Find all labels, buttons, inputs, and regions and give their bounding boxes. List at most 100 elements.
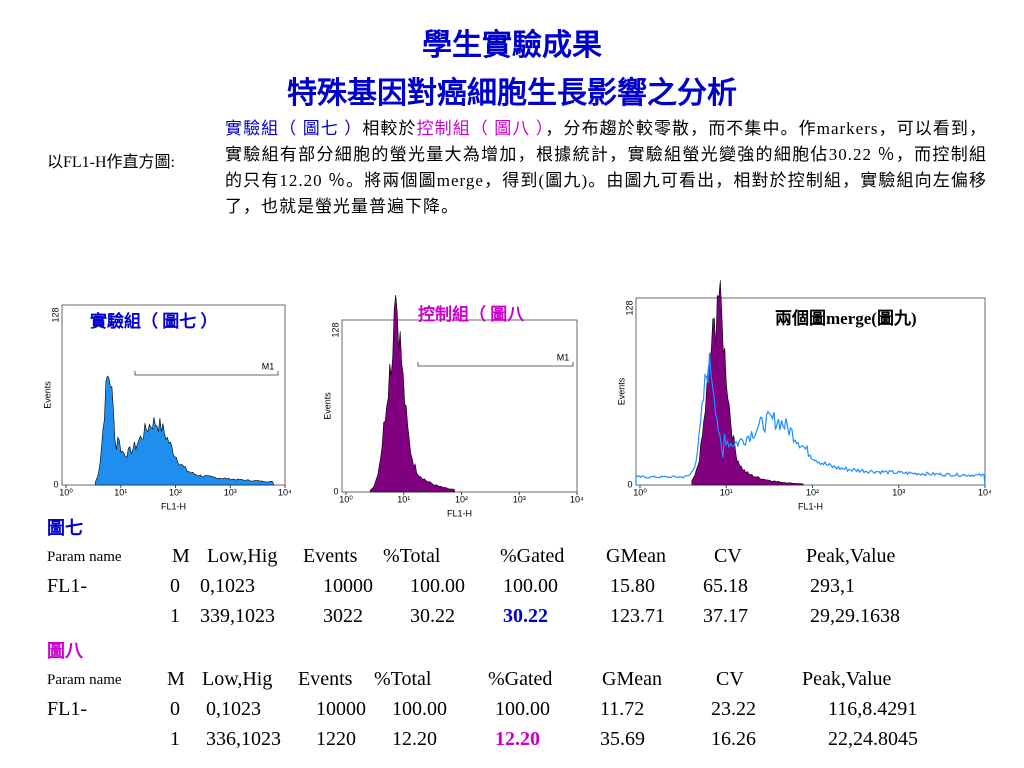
y-axis-label: Events: [616, 377, 626, 405]
x-tick-label: 10²: [169, 487, 182, 497]
marker-bracket: [417, 362, 574, 367]
title-line: 特殊基因對癌細胞生長影響之分析: [287, 77, 737, 110]
x-tick-label: 10⁰: [59, 487, 73, 497]
table-cell: 29,29.1638: [810, 605, 900, 627]
x-tick-label: 10³: [892, 487, 905, 497]
table-cell: 37.17: [703, 605, 748, 627]
table-cell: 11.72: [600, 698, 645, 720]
table-header: GMean: [602, 668, 662, 690]
table-cell: 22,24.8045: [828, 728, 918, 750]
table-header: %Gated: [500, 545, 565, 567]
x-axis-label: FL1-H: [161, 501, 186, 511]
x-tick-label: 10¹: [114, 487, 127, 497]
table-cell: 100.00: [503, 575, 558, 597]
table-header: Events: [303, 545, 358, 567]
table-cell: 0,1023: [200, 575, 255, 597]
table-cell: 15.80: [610, 575, 655, 597]
x-tick-label: 10²: [806, 487, 819, 497]
x-axis-label: FL1-H: [447, 508, 472, 518]
table-cell: 12.20: [495, 728, 540, 750]
table-cell: 0,1023: [206, 698, 261, 720]
table-title: 圖七: [47, 518, 83, 538]
table-cell: 100.00: [392, 698, 447, 720]
table-header: Peak,Value: [806, 545, 896, 567]
y-axis-label: Events: [322, 392, 332, 420]
table-header: Peak,Value: [802, 668, 892, 690]
intro-segment: 實驗組（ 圖七 ）: [225, 119, 363, 138]
table-title: 圖八: [47, 641, 83, 661]
table-cell: 336,1023: [206, 728, 281, 750]
table-cell: 23.22: [711, 698, 756, 720]
table-cell: 116,8.4291: [828, 698, 918, 720]
x-axis-label: FL1-H: [798, 501, 823, 511]
table-cell: 16.26: [711, 728, 756, 750]
histogram-shape: [369, 294, 456, 493]
y-top-label: 128: [624, 300, 634, 315]
row-label: FL1-: [47, 698, 87, 720]
table-header: Low,Hig: [202, 668, 273, 690]
table-cell: 1220: [316, 728, 356, 750]
table-header: Param name: [47, 549, 122, 565]
title-line: 學生實驗成果: [422, 29, 602, 62]
figure-caption: 控制組（ 圖八: [418, 304, 525, 324]
marker-bracket: [134, 371, 279, 376]
y-top-label: 128: [50, 307, 60, 322]
x-tick-label: 10⁰: [339, 494, 353, 504]
histogram-shape: [635, 352, 986, 486]
y-bottom-label: 0: [333, 486, 338, 496]
intro-segment: ，分布趨於較零散，而不集中。作markers，可以看到，實驗組有部分細胞的螢光量…: [225, 119, 988, 216]
table-header: Low,Hig: [207, 545, 278, 567]
figure-caption: 兩個圖merge(圖九): [775, 308, 917, 328]
marker-label: M1: [557, 352, 570, 362]
histogram-panel: [341, 294, 578, 495]
table-cell: 30.22: [503, 605, 548, 627]
table-header: M: [167, 668, 185, 690]
table-header: M: [172, 545, 190, 567]
histogram-panel: [635, 280, 986, 488]
table-cell: 0: [170, 698, 180, 720]
x-tick-label: 10¹: [720, 487, 733, 497]
y-bottom-label: 0: [627, 479, 632, 489]
table-header: %Total: [374, 668, 432, 690]
histogram-panel: [61, 304, 286, 488]
table-cell: 293,1: [810, 575, 855, 597]
x-tick-label: 10³: [513, 494, 526, 504]
y-bottom-label: 0: [53, 479, 58, 489]
table-cell: 123.71: [610, 605, 665, 627]
table-cell: 1: [170, 605, 180, 627]
table-header: Param name: [47, 672, 122, 688]
table-header: GMean: [606, 545, 666, 567]
table-cell: 339,1023: [200, 605, 275, 627]
table-header: %Total: [383, 545, 441, 567]
table-header: CV: [716, 668, 744, 690]
table-cell: 0: [170, 575, 180, 597]
intro-segment: 控制組（ 圖八 ）: [416, 119, 546, 138]
figure-caption: 實驗組（ 圖七 ）: [90, 311, 218, 331]
plot-frame: [635, 297, 986, 486]
table-header: Events: [298, 668, 353, 690]
histogram-shape: [95, 375, 275, 486]
table-header: CV: [714, 545, 742, 567]
table-cell: 3022: [323, 605, 363, 627]
x-tick-label: 10¹: [397, 494, 410, 504]
x-tick-label: 10⁴: [978, 487, 992, 497]
table-cell: 65.18: [703, 575, 748, 597]
table-header: %Gated: [488, 668, 553, 690]
table-cell: 35.69: [600, 728, 645, 750]
intro-segment: 相較於: [362, 119, 417, 138]
x-tick-label: 10⁴: [278, 487, 292, 497]
plot-frame: [341, 319, 578, 493]
table-cell: 1: [170, 728, 180, 750]
x-tick-label: 10²: [455, 494, 468, 504]
table-cell: 10000: [316, 698, 366, 720]
marker-label: M1: [262, 361, 275, 371]
intro-label: 以FL1-H作直方圖:: [47, 154, 176, 171]
table-cell: 10000: [323, 575, 373, 597]
y-top-label: 128: [330, 322, 340, 337]
x-tick-label: 10⁰: [633, 487, 647, 497]
x-tick-label: 10³: [224, 487, 237, 497]
row-label: FL1-: [47, 575, 87, 597]
table-cell: 100.00: [410, 575, 465, 597]
